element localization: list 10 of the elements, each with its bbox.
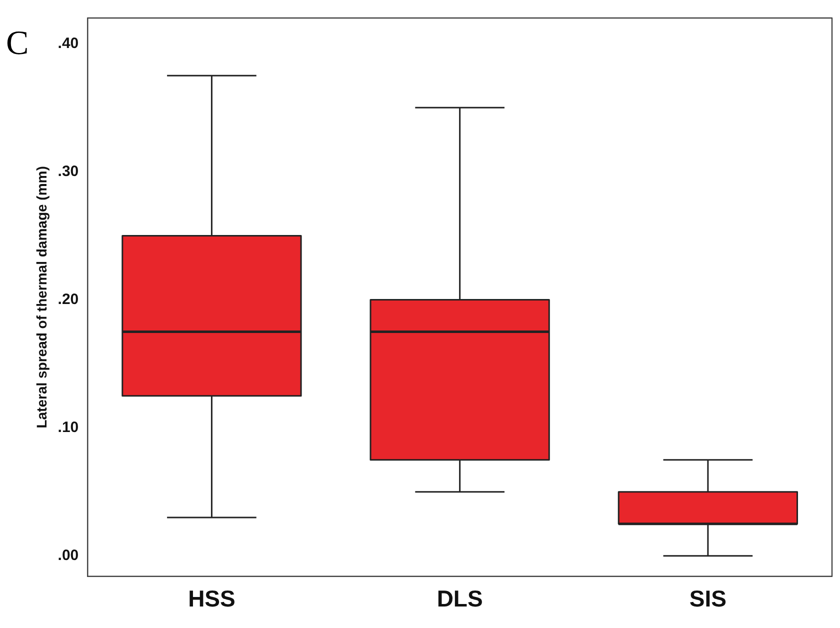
- y-tick-label: .10: [58, 418, 79, 436]
- y-tick-label: .40: [58, 34, 79, 52]
- y-axis-title: Lateral spread of thermal damage (mm): [33, 166, 50, 428]
- text: C: [6, 24, 29, 62]
- x-tick-label: SIS: [689, 586, 726, 612]
- y-tick-label: .30: [58, 162, 79, 180]
- y-tick-label: .20: [58, 290, 79, 308]
- x-tick-label: HSS: [188, 586, 236, 612]
- x-tick-label: DLS: [436, 586, 483, 612]
- y-tick-label: .00: [58, 547, 79, 564]
